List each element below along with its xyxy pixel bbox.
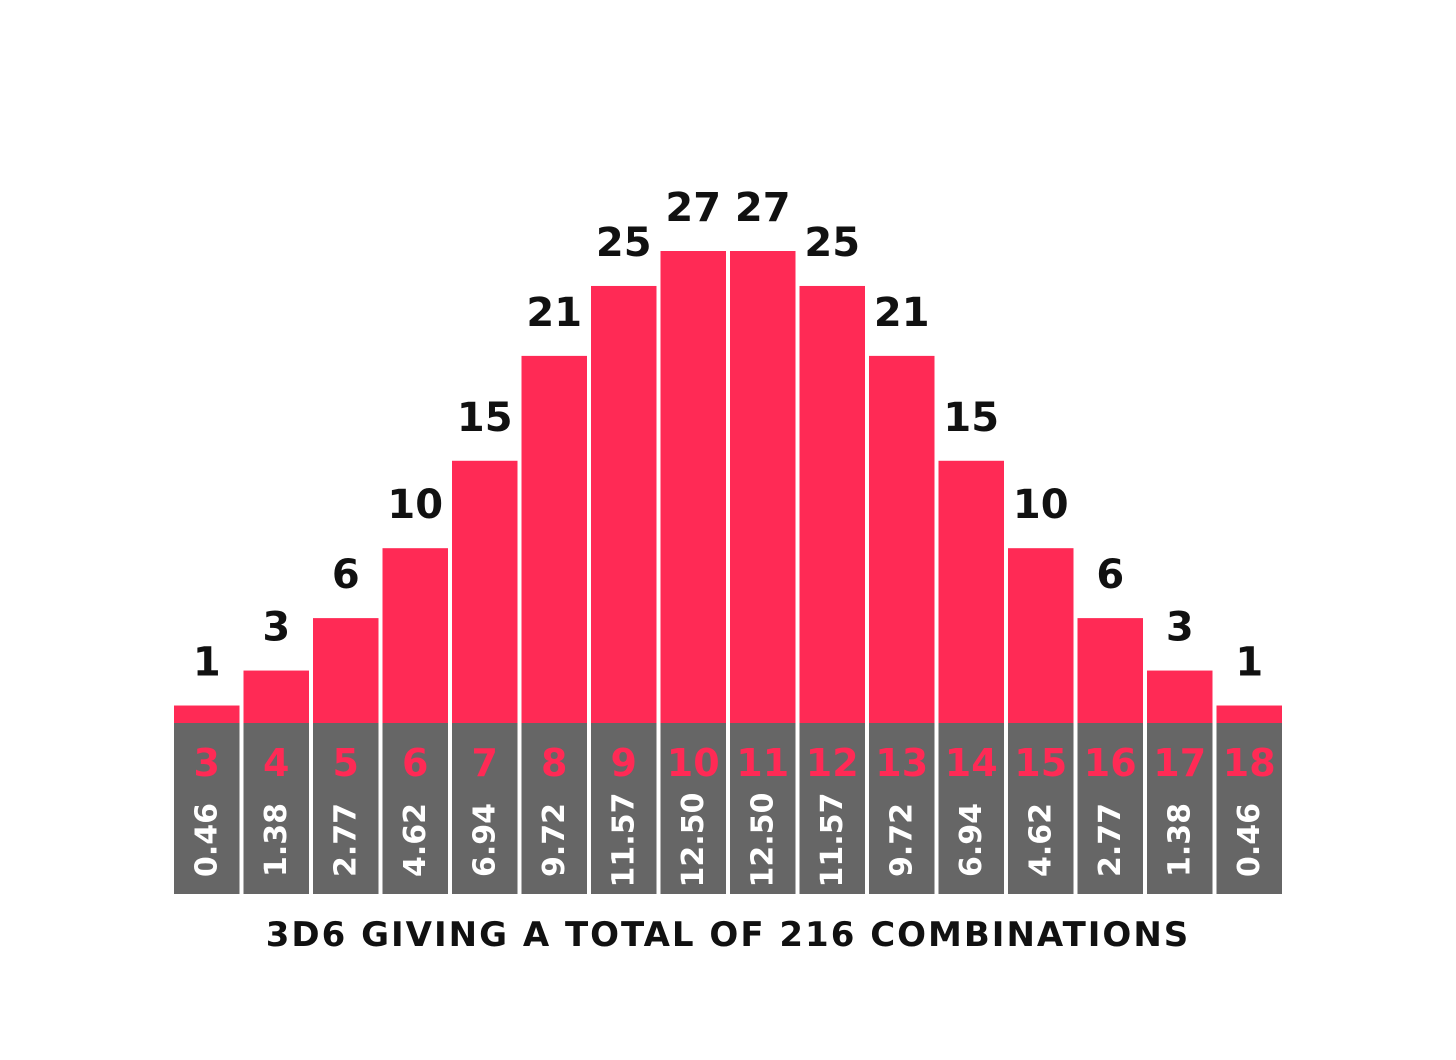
sum-label-16: 16 [1084,741,1137,785]
value-label-15: 10 [1013,482,1069,528]
bar-11 [730,251,796,723]
value-label-10: 27 [665,185,721,231]
percent-label-12: 11.57 [815,793,850,888]
sum-label-5: 5 [333,741,359,785]
percent-label-14: 6.94 [954,803,989,877]
sum-label-18: 18 [1223,741,1276,785]
base-block-7 [452,723,518,894]
bar-8 [521,355,587,723]
sum-label-10: 10 [667,741,720,785]
bar-17 [1147,670,1213,723]
value-label-7: 15 [457,395,513,441]
value-label-14: 15 [943,395,999,441]
value-label-11: 27 [735,185,791,231]
sum-label-9: 9 [611,741,637,785]
bar-13 [869,355,935,723]
sum-label-15: 15 [1014,741,1067,785]
value-label-13: 21 [874,290,930,336]
percent-label-4: 1.38 [259,803,294,877]
percent-label-18: 0.46 [1232,803,1267,877]
bar-6 [382,548,448,723]
base-block-11 [730,723,796,894]
value-label-3: 1 [193,640,221,686]
base-block-14 [938,723,1004,894]
bar-9 [591,285,657,723]
value-label-16: 6 [1096,552,1124,598]
bar-5 [313,618,379,723]
bar-15 [1008,548,1074,723]
bar-12 [799,285,865,723]
sum-label-14: 14 [945,741,998,785]
base-block-5 [313,723,379,894]
sum-label-11: 11 [736,741,789,785]
sum-label-12: 12 [806,741,859,785]
value-label-18: 1 [1235,640,1263,686]
base-block-3 [174,723,240,894]
percent-label-17: 1.38 [1162,803,1197,877]
percent-label-6: 4.62 [398,803,433,877]
percent-label-10: 12.50 [676,793,711,888]
sum-label-7: 7 [472,741,498,785]
sum-label-8: 8 [541,741,567,785]
sum-label-4: 4 [263,741,289,785]
sum-label-13: 13 [875,741,928,785]
base-block-18 [1216,723,1282,894]
percent-label-3: 0.46 [189,803,224,877]
sum-label-6: 6 [402,741,428,785]
base-block-10 [660,723,726,894]
base-block-8 [521,723,587,894]
value-label-4: 3 [262,605,290,651]
bar-16 [1077,618,1143,723]
base-block-4 [243,723,309,894]
percent-label-15: 4.62 [1023,803,1058,877]
percent-label-13: 9.72 [884,803,919,877]
bar-3 [174,705,240,723]
value-label-9: 25 [596,220,652,266]
value-label-6: 10 [387,482,443,528]
base-block-9 [591,723,657,894]
bar-4 [243,670,309,723]
bar-14 [938,460,1004,723]
bar-18 [1216,705,1282,723]
value-label-5: 6 [332,552,360,598]
base-block-16 [1077,723,1143,894]
percent-label-5: 2.77 [328,803,363,877]
value-label-17: 3 [1166,605,1194,651]
base-block-17 [1147,723,1213,894]
value-label-8: 21 [526,290,582,336]
percent-label-16: 2.77 [1093,803,1128,877]
base-block-15 [1008,723,1074,894]
percent-label-9: 11.57 [606,793,641,888]
sum-label-17: 17 [1153,741,1206,785]
bar-10 [660,251,726,723]
value-label-12: 25 [804,220,860,266]
bars-group: 130.46341.38652.771064.621576.942189.722… [174,185,1282,894]
percent-label-8: 9.72 [537,803,572,877]
base-block-12 [799,723,865,894]
base-block-13 [869,723,935,894]
sum-label-3: 3 [194,741,220,785]
base-block-6 [382,723,448,894]
bar-7 [452,460,518,723]
percent-label-7: 6.94 [467,803,502,877]
chart-caption: 3D6 GIVING A TOTAL OF 216 COMBINATIONS [266,915,1191,955]
percent-label-11: 12.50 [745,793,780,888]
